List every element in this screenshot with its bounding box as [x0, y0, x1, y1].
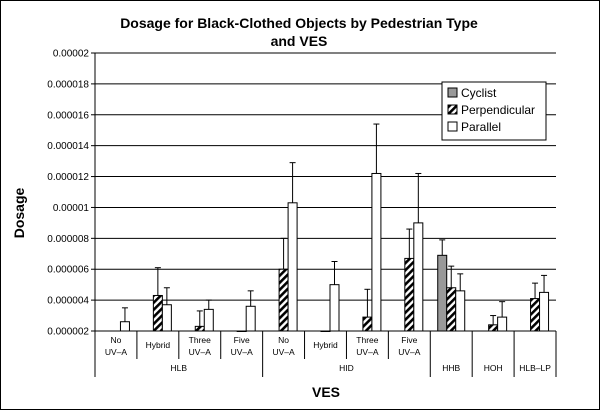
bar-cyclist	[437, 254, 448, 332]
bar-parallel	[203, 308, 214, 332]
x-category-label: UV–A	[105, 347, 128, 357]
legend-swatch-perpendicular	[447, 104, 458, 115]
bars	[119, 172, 550, 332]
x-category-label: Hybrid	[146, 340, 171, 350]
bar-parallel	[245, 305, 256, 332]
bar-parallel	[497, 316, 508, 332]
y-tick-label: 0.000014	[47, 141, 89, 152]
chart-title-line-2: and VES	[271, 33, 328, 49]
x-category-label: Three	[189, 335, 211, 345]
y-tick-label: 0.00001	[53, 203, 90, 214]
x-group-label: HLB–LP	[519, 363, 551, 373]
legend-label-perpendicular: Perpendicular	[461, 103, 535, 117]
bar-perpendicular	[404, 257, 415, 332]
legend-label-cyclist: Cyclist	[461, 86, 497, 100]
x-category-label: UV–A	[231, 347, 254, 357]
bar-perpendicular	[446, 287, 457, 332]
legend-swatch-parallel	[447, 121, 458, 132]
legend-box	[441, 81, 547, 141]
bar-perpendicular	[152, 294, 163, 332]
bar-parallel	[413, 222, 424, 332]
y-tick-label: 0.000006	[47, 265, 89, 276]
y-axis-title: Dosage	[11, 188, 27, 239]
y-tick-label: 0.000004	[47, 296, 89, 307]
bar-perpendicular	[278, 268, 289, 332]
bar-perpendicular	[530, 298, 541, 332]
x-category-label: UV–A	[272, 347, 295, 357]
x-category-label: Five	[234, 335, 250, 345]
x-category-label: Three	[356, 335, 378, 345]
bar-parallel	[371, 172, 382, 332]
bar-parallel	[161, 304, 172, 332]
chart-title-line-1: Dosage for Black-Clothed Objects by Pede…	[120, 15, 478, 31]
x-category-label: UV–A	[398, 347, 421, 357]
x-category-label: Five	[401, 335, 417, 345]
bar-parallel	[119, 321, 130, 332]
gridlines	[91, 52, 556, 332]
y-tick-label: 0.000008	[47, 234, 89, 245]
y-tick-label: 0.000016	[47, 110, 89, 121]
x-group-label: HID	[339, 363, 354, 373]
x-category-label: UV–A	[189, 347, 212, 357]
x-group-label: HLB	[171, 363, 188, 373]
legend-swatch-cyclist	[447, 87, 458, 98]
bar-perpendicular	[194, 325, 205, 332]
legend: Cyclist Perpendicular Parallel	[441, 81, 547, 141]
y-tick-label: 0.000002	[47, 327, 89, 338]
x-axis-title: VES	[312, 384, 340, 400]
x-group-label: HOH	[484, 363, 503, 373]
x-axis: No UV–A Hybrid Three UV–A Five UV–A No UV–A Hybri…	[94, 330, 557, 377]
bar-perpendicular	[488, 324, 499, 332]
x-group-label: HHB	[442, 363, 460, 373]
bar-parallel	[455, 290, 466, 332]
legend-label-parallel: Parallel	[461, 120, 501, 134]
y-tick-label: 0.000018	[47, 79, 89, 90]
y-tick-labels: 0.000002 0.000004 0.000006 0.000008 0.00001 0…	[47, 49, 89, 338]
bar-parallel	[539, 291, 550, 332]
x-category-label: No	[111, 335, 122, 345]
x-category-label: UV–A	[356, 347, 379, 357]
bar-parallel	[329, 284, 340, 332]
y-tick-label: 0.000012	[47, 172, 89, 183]
bar-perpendicular	[362, 316, 373, 332]
bar-parallel	[287, 202, 298, 332]
x-category-label: Hybrid	[313, 340, 338, 350]
x-category-label: No	[278, 335, 289, 345]
y-tick-label: 0.00002	[53, 49, 90, 60]
error-bars	[121, 123, 548, 327]
